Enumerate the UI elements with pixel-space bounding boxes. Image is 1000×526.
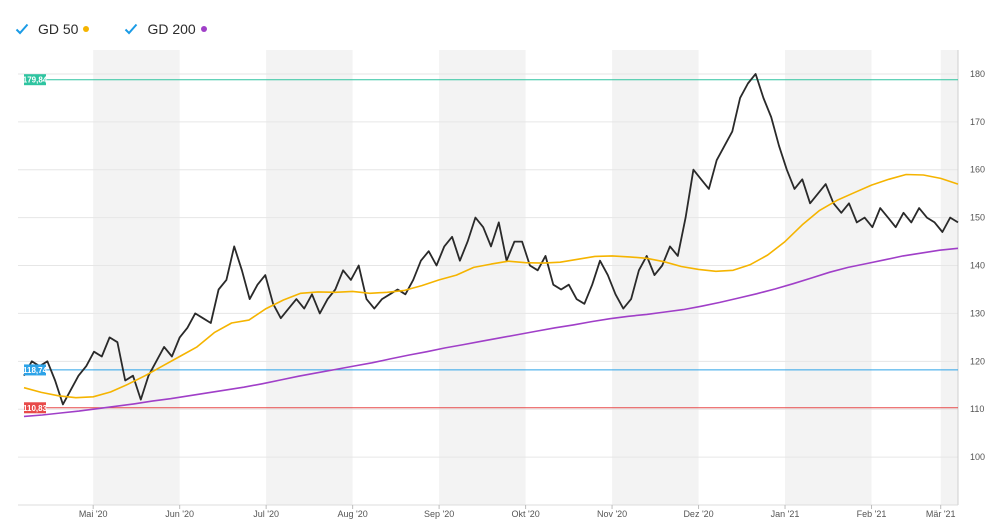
- y-tick-label: 130: [970, 308, 985, 318]
- x-tick-label: Aug '20: [338, 509, 368, 519]
- x-tick-label: Dez '20: [683, 509, 713, 519]
- month-band: [940, 50, 958, 505]
- y-tick-label: 110: [970, 404, 984, 414]
- moving-average-line: [23, 173, 959, 399]
- y-tick-label: 120: [970, 356, 985, 366]
- reference-label: 118,74: [23, 366, 48, 375]
- checkmark-icon[interactable]: [14, 21, 30, 37]
- reference-label-box: [24, 74, 46, 86]
- x-tick-label: Jul '20: [253, 509, 279, 519]
- x-tick-label: Jun '20: [165, 509, 194, 519]
- legend-label-gd200: GD 200: [147, 21, 196, 37]
- legend-item-gd50[interactable]: GD 50: [14, 21, 90, 37]
- price-line: [23, 73, 959, 406]
- y-tick-label: 170: [970, 117, 985, 127]
- moving-average-line: [23, 247, 959, 418]
- month-band: [93, 50, 180, 505]
- legend-label-gd50: GD 50: [38, 21, 79, 37]
- x-tick-label: Nov '20: [597, 509, 627, 519]
- y-tick-label: 160: [970, 165, 985, 175]
- legend-item-gd200[interactable]: GD 200: [123, 21, 207, 37]
- legend: GD 50 GD 200: [14, 18, 207, 40]
- month-band: [266, 50, 353, 505]
- y-tick-label: 150: [970, 213, 985, 223]
- month-band: [612, 50, 699, 505]
- legend-dot-icon: [83, 26, 90, 32]
- checkmark-icon[interactable]: [123, 21, 139, 37]
- y-tick-label: 100: [970, 452, 985, 462]
- x-tick-label: Mär '21: [926, 509, 956, 519]
- legend-dot-icon: [200, 26, 207, 32]
- reference-label: 110,83: [23, 404, 48, 413]
- month-band: [785, 50, 872, 505]
- month-band: [439, 50, 526, 505]
- y-tick-label: 180: [970, 69, 985, 79]
- y-tick-label: 140: [970, 261, 985, 271]
- reference-label-box: [24, 364, 46, 376]
- reference-label-box: [24, 402, 46, 414]
- x-tick-label: Mai '20: [79, 509, 108, 519]
- x-tick-label: Feb '21: [857, 509, 887, 519]
- reference-label: 179,84: [23, 76, 48, 85]
- x-tick-label: Jan '21: [771, 509, 800, 519]
- x-tick-label: Okt '20: [511, 509, 539, 519]
- x-tick-label: Sep '20: [424, 509, 454, 519]
